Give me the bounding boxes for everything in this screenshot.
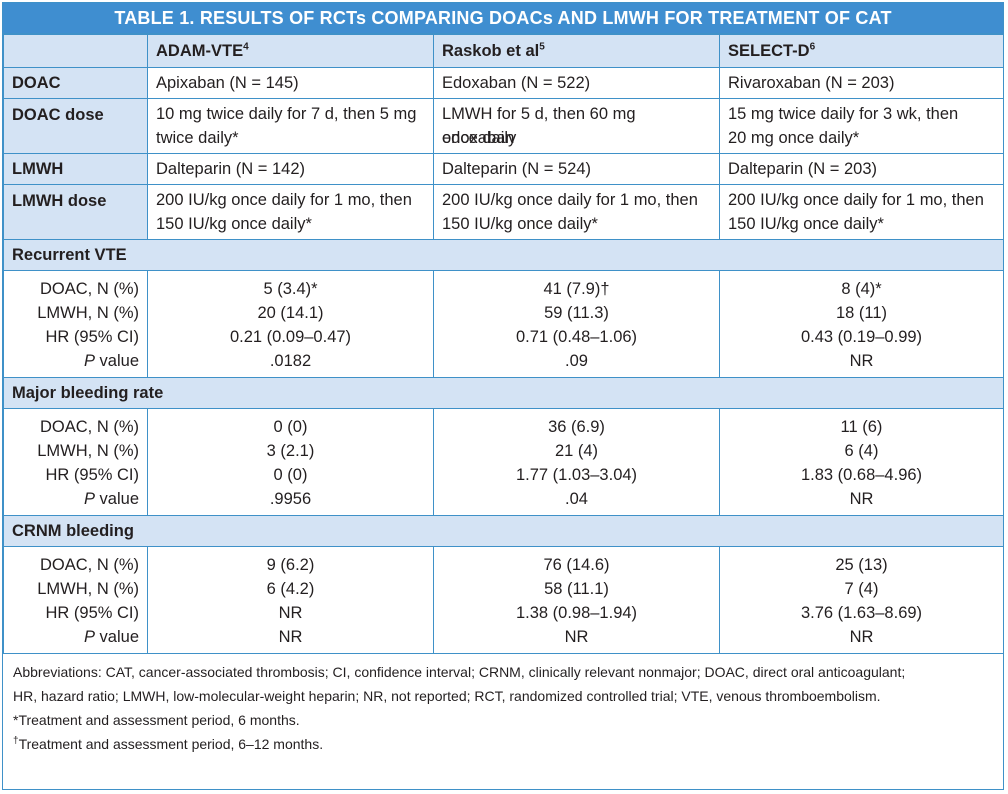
cell-doac-adam: Apixaban (N = 145) xyxy=(147,67,434,99)
row-label-doac-dose: DOAC dose xyxy=(3,98,148,154)
table-footnotes: Abbreviations: CAT, cancer-associated th… xyxy=(3,654,1003,760)
abbreviations-line-1: Abbreviations: CAT, cancer-associated th… xyxy=(13,664,906,680)
corner-cell xyxy=(3,34,148,68)
section-header-major-bleeding: Major bleeding rate xyxy=(3,377,1003,409)
sub-labels: DOAC, N (%) LMWH, N (%) HR (95% CI) P va… xyxy=(3,270,148,378)
cell-doac-dose-raskob: LMWH for 5 d, then 60 mg edoxaban once da… xyxy=(433,98,720,154)
section-title: Major bleeding rate xyxy=(3,377,1003,409)
table-row-doac-dose: DOAC dose 10 mg twice daily for 7 d, the… xyxy=(3,98,1003,154)
table-title: TABLE 1. RESULTS OF RCTs COMPARING DOACs… xyxy=(3,3,1003,34)
row-label-lmwh: LMWH xyxy=(3,153,148,185)
table-row-doac: DOAC Apixaban (N = 145) Edoxaban (N = 52… xyxy=(3,67,1003,99)
cell-lmwh-adam: Dalteparin (N = 142) xyxy=(147,153,434,185)
sub-label-hr: HR (95% CI) xyxy=(45,328,139,346)
cell-doac-dose-adam: 10 mg twice daily for 7 d, then 5 mg twic… xyxy=(147,98,434,154)
cell-lmwh-dose-select: 200 IU/kg once daily for 1 mo, then 150 I… xyxy=(719,184,1003,240)
cell-values-select: 25 (13) 7 (4) 3.76 (1.63–8.69) NR xyxy=(719,546,1003,654)
sub-label-lmwh: LMWH, N (%) xyxy=(37,304,139,322)
cell-lmwh-dose-adam: 200 IU/kg once daily for 1 mo, then 150 I… xyxy=(147,184,434,240)
table-row-major-bleeding: DOAC, N (%) LMWH, N (%) HR (95% CI) P va… xyxy=(3,408,1003,516)
cell-values-adam: 9 (6.2) 6 (4.2) NR NR xyxy=(147,546,434,654)
abbreviations-line-2: HR, hazard ratio; LMWH, low-molecular-we… xyxy=(13,688,881,704)
section-title: CRNM bleeding xyxy=(3,515,1003,547)
row-label-lmwh-dose: LMWH dose xyxy=(3,184,148,240)
table-row-recurrent-vte: DOAC, N (%) LMWH, N (%) HR (95% CI) P va… xyxy=(3,270,1003,378)
sub-label-doac: DOAC, N (%) xyxy=(40,280,139,298)
row-label-doac: DOAC xyxy=(3,67,148,99)
cell-values-select: 11 (6) 6 (4) 1.83 (0.68–4.96) NR xyxy=(719,408,1003,516)
cell-values-raskob: 76 (14.6) 58 (11.1) 1.38 (0.98–1.94) NR xyxy=(433,546,720,654)
cell-values-adam: 5 (3.4)* 20 (14.1) 0.21 (0.09–0.47) .0182 xyxy=(147,270,434,378)
sub-labels: DOAC, N (%) LMWH, N (%) HR (95% CI) P va… xyxy=(3,408,148,516)
cell-values-adam: 0 (0) 3 (2.1) 0 (0) .9956 xyxy=(147,408,434,516)
cell-values-raskob: 36 (6.9) 21 (4) 1.77 (1.03–3.04) .04 xyxy=(433,408,720,516)
cell-values-select: 8 (4)* 18 (11) 0.43 (0.19–0.99) NR xyxy=(719,270,1003,378)
table-row-crnm-bleeding: DOAC, N (%) LMWH, N (%) HR (95% CI) P va… xyxy=(3,546,1003,654)
cell-doac-select: Rivaroxaban (N = 203) xyxy=(719,67,1003,99)
column-header-row: ADAM-VTE4 Raskob et al5 SELECT-D6 xyxy=(3,34,1003,68)
cell-doac-raskob: Edoxaban (N = 522) xyxy=(433,67,720,99)
table-row-lmwh-dose: LMWH dose 200 IU/kg once daily for 1 mo,… xyxy=(3,184,1003,240)
footnote-dagger: †Treatment and assessment period, 6–12 m… xyxy=(13,735,324,752)
results-table: ADAM-VTE4 Raskob et al5 SELECT-D6 DOAC A… xyxy=(3,34,1003,654)
column-header-raskob: Raskob et al5 xyxy=(433,34,720,68)
section-title: Recurrent VTE xyxy=(3,239,1003,271)
sub-labels: DOAC, N (%) LMWH, N (%) HR (95% CI) P va… xyxy=(3,546,148,654)
sub-label-p: P value xyxy=(83,352,139,370)
table-row-lmwh: LMWH Dalteparin (N = 142) Dalteparin (N … xyxy=(3,153,1003,185)
cell-doac-dose-select: 15 mg twice daily for 3 wk, then 20 mg on… xyxy=(719,98,1003,154)
column-header-adam-vte: ADAM-VTE4 xyxy=(147,34,434,68)
section-header-recurrent-vte: Recurrent VTE xyxy=(3,239,1003,271)
column-header-select-d: SELECT-D6 xyxy=(719,34,1003,68)
cell-lmwh-select: Dalteparin (N = 203) xyxy=(719,153,1003,185)
footnote-asterisk: *Treatment and assessment period, 6 mont… xyxy=(13,712,300,728)
section-header-crnm-bleeding: CRNM bleeding xyxy=(3,515,1003,547)
cell-lmwh-raskob: Dalteparin (N = 524) xyxy=(433,153,720,185)
cell-lmwh-dose-raskob: 200 IU/kg once daily for 1 mo, then 150 I… xyxy=(433,184,720,240)
cell-values-raskob: 41 (7.9)† 59 (11.3) 0.71 (0.48–1.06) .09 xyxy=(433,270,720,378)
